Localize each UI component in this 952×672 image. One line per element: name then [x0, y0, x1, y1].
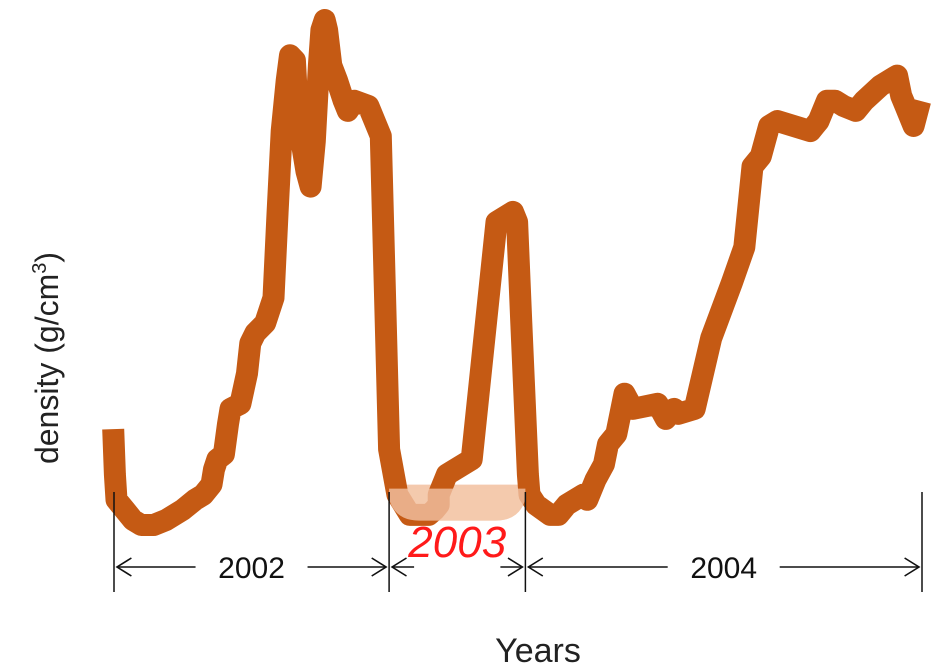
period-arrowhead-start-2002: [115, 557, 132, 577]
year-labels: 2002 2003 2004: [218, 518, 757, 585]
y-axis-title-close: ): [29, 252, 65, 263]
y-axis-title-superscript: 3: [29, 263, 51, 274]
period-arrowhead-start-2003: [390, 557, 407, 577]
year-brackets: [113, 492, 923, 592]
series-line-0: [102, 9, 931, 536]
y-axis-title: density (g/cm3): [29, 252, 65, 464]
year-label-2002: 2002: [218, 552, 285, 585]
highlight-overlay: [389, 488, 526, 521]
year-label-2003: 2003: [407, 518, 506, 567]
y-axis-title-text: density (g/cm: [29, 274, 65, 464]
series-lines: [102, 9, 931, 536]
period-arrowhead-end-2003: [507, 557, 524, 577]
year-label-2004: 2004: [690, 552, 757, 585]
period-arrowhead-end-2004: [904, 557, 921, 577]
x-axis-title: Years: [495, 632, 581, 670]
period-arrowhead-start-2004: [526, 557, 544, 577]
period-arrowhead-end-2002: [371, 557, 388, 577]
